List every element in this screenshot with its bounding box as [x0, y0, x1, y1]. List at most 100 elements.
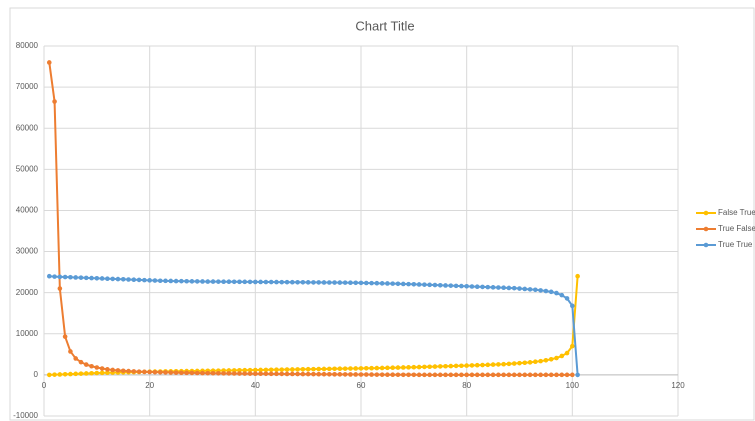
data-point [300, 366, 306, 372]
legend-label: True False [718, 224, 755, 233]
data-point [411, 364, 417, 370]
data-point [94, 370, 100, 376]
data-point [62, 334, 68, 339]
y-tick-label: 30000 [16, 247, 39, 256]
data-point [300, 371, 306, 377]
data-point [385, 372, 390, 378]
data-point [353, 280, 359, 286]
data-point [78, 275, 84, 280]
data-point [369, 280, 374, 286]
x-tick-label: 100 [566, 381, 580, 390]
data-point [459, 372, 464, 378]
data-point [490, 362, 496, 367]
data-point [570, 303, 575, 309]
data-point [89, 363, 94, 369]
data-point [258, 367, 263, 373]
data-point [321, 371, 327, 377]
data-point [210, 370, 216, 376]
data-point [485, 362, 491, 368]
data-point [374, 280, 380, 286]
data-point [342, 372, 348, 377]
legend-marker [703, 242, 709, 248]
data-point [136, 369, 142, 374]
data-point [358, 366, 364, 371]
data-point [205, 370, 211, 376]
data-point [253, 371, 258, 376]
data-point [46, 273, 52, 279]
data-point [89, 275, 94, 281]
data-point [279, 367, 285, 372]
data-point [443, 363, 448, 369]
data-point [327, 371, 332, 377]
data-point [57, 274, 63, 280]
data-point [52, 99, 57, 104]
data-point [242, 371, 248, 376]
data-point [564, 372, 570, 378]
data-point [448, 283, 454, 288]
data-point [73, 356, 78, 361]
data-point [321, 280, 327, 285]
data-point [168, 278, 174, 284]
data-point [432, 282, 438, 288]
data-point [416, 282, 422, 287]
data-point [284, 279, 290, 285]
data-point [469, 284, 475, 289]
data-point [400, 365, 406, 370]
data-point [485, 372, 491, 378]
data-point [295, 371, 300, 377]
data-point [295, 279, 300, 285]
data-point [559, 292, 565, 298]
y-tick-label: -10000 [13, 411, 38, 420]
data-point [237, 367, 242, 373]
data-point [570, 343, 575, 349]
data-point [427, 364, 432, 370]
x-tick-label: 40 [251, 381, 260, 390]
data-point [474, 372, 480, 378]
data-point [543, 357, 549, 363]
data-point [533, 287, 538, 293]
data-point [258, 371, 263, 377]
data-point [564, 296, 570, 301]
data-point [332, 366, 337, 372]
data-point [459, 283, 464, 289]
data-point [120, 368, 126, 374]
x-tick-label: 120 [671, 381, 685, 390]
data-point [173, 278, 179, 284]
data-point [348, 366, 353, 371]
data-point [105, 276, 110, 281]
data-point [305, 371, 311, 377]
data-point [83, 362, 89, 367]
data-point [337, 366, 343, 372]
data-point [443, 283, 448, 288]
data-point [311, 366, 316, 372]
data-point [83, 371, 89, 376]
data-point [247, 367, 253, 373]
data-point [94, 365, 100, 370]
x-tick-label: 20 [145, 381, 154, 390]
data-point [474, 362, 480, 368]
data-point [152, 369, 158, 375]
data-point [332, 280, 337, 285]
y-tick-label: 70000 [16, 82, 39, 91]
data-point [263, 371, 269, 377]
y-tick-label: 60000 [16, 123, 39, 132]
data-point [400, 372, 406, 378]
data-point [311, 280, 316, 285]
data-point [527, 287, 533, 292]
data-point [62, 274, 68, 280]
data-point [305, 280, 311, 285]
data-point [78, 371, 84, 376]
data-point [290, 371, 295, 377]
data-point [464, 283, 469, 289]
data-point [411, 281, 417, 287]
data-point [194, 370, 200, 376]
data-point [73, 371, 78, 377]
data-point [321, 366, 327, 372]
data-point [200, 370, 205, 376]
data-point [490, 285, 496, 290]
data-point [432, 372, 438, 378]
data-point [548, 372, 554, 378]
data-point [131, 369, 137, 374]
data-point [348, 372, 353, 377]
data-point [379, 281, 385, 286]
